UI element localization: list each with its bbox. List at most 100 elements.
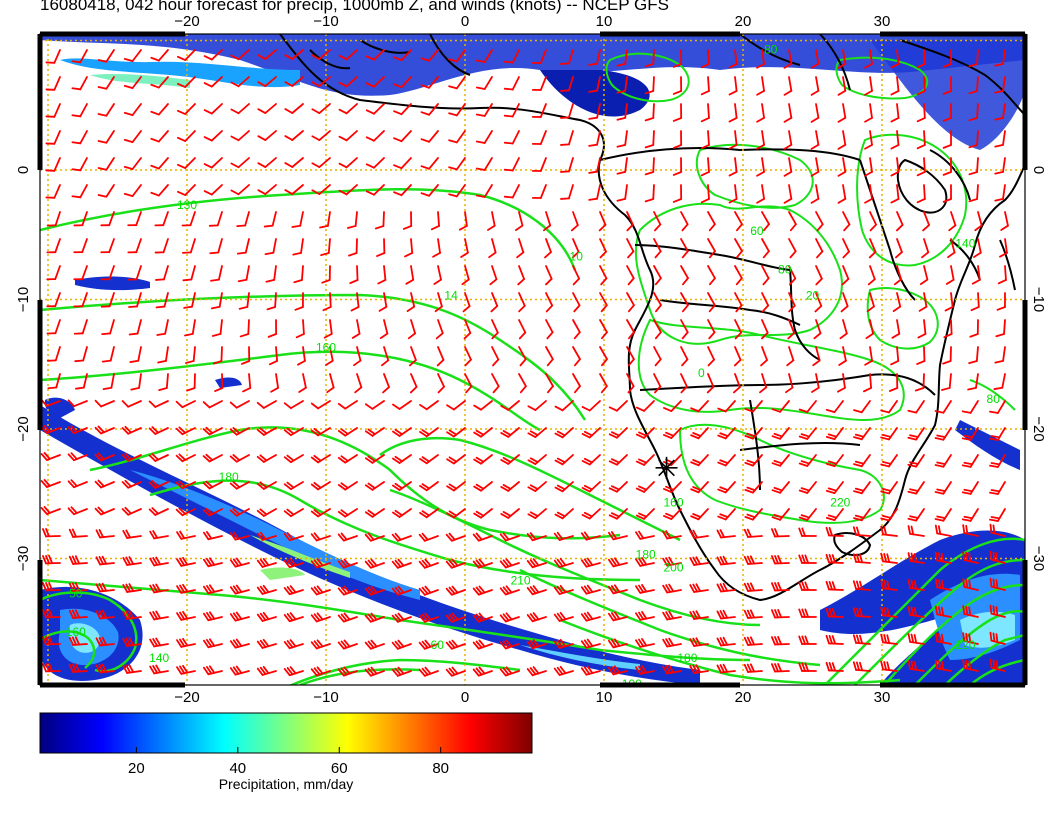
wind-barb [257,49,277,60]
wind-barb [771,528,790,538]
wind-barb [852,634,871,645]
wind-barb [156,319,169,336]
wind-barb [837,130,847,150]
wind-barb [47,373,61,390]
wind-barb [236,238,250,255]
wind-barb [732,373,741,394]
wind-barb [672,76,683,95]
wind-barb [123,157,142,171]
wind-barb [907,454,925,468]
wind-barb [322,292,332,312]
wind-barb [989,454,1006,468]
wind-barb [364,508,385,518]
wind-barb [616,157,628,175]
wind-barb [680,238,689,259]
wind-barb [812,346,821,367]
wind-barb [95,663,115,674]
wind-barb [919,265,929,286]
lon-tick-label-bottom: 30 [874,689,891,706]
wind-barb [446,400,466,411]
wind-barb [865,319,874,339]
wind-barb [175,426,196,436]
wind-barb [338,49,358,61]
wind-barb [598,211,607,232]
wind-barb [761,238,770,259]
wind-barb [743,582,763,592]
wind-barb [839,319,848,340]
wind-barb [472,612,493,623]
wind-barb [798,481,817,494]
wind-barb [771,508,790,521]
wind-barb [100,238,115,254]
wind-barb [734,292,743,313]
wind-barb [743,528,763,538]
wind-barb [672,130,683,149]
wind-barb [864,184,873,204]
lat-tick-label-right: −20 [1030,416,1047,441]
wind-barb [907,427,925,441]
wind-barb [571,238,580,259]
wind-barb [852,580,871,591]
wind-barb [968,346,979,365]
wind-barb [46,346,61,362]
wind-barb [123,103,142,117]
wind-barb [154,238,169,254]
wind-barb [365,184,385,196]
wind-barb [176,103,196,115]
wind-barb [962,578,979,591]
wind-barb [391,639,412,650]
wind-barb [635,665,655,675]
wind-barb [690,400,709,413]
contour-label: 50 [69,586,83,600]
wind-barb [825,607,844,618]
wind-barb [994,103,1006,121]
wind-barb [743,609,763,619]
wind-barb [771,400,790,413]
wind-barb [256,481,277,490]
wind-barb [181,238,196,254]
wind-barb [42,581,61,592]
wind-barb [531,103,547,118]
wind-barb [73,211,88,227]
wind-barb [419,400,439,411]
wind-barb [149,664,169,675]
wind-barb [203,130,223,142]
wind-barb [364,666,385,677]
colorbar-tick-label: 60 [331,760,348,777]
wind-barb [934,578,952,591]
wind-barb [256,665,277,676]
wind-barb [756,49,765,69]
wind-barb [728,130,738,150]
wind-barb [518,319,527,340]
wind-barb [580,584,601,595]
wind-barb [123,130,142,144]
contour-label: 220 [830,496,850,510]
wind-barb [499,585,520,596]
wind-barb [700,130,710,150]
wind-barb [229,427,250,436]
wind-barb [436,346,445,367]
wind-barb [783,76,793,96]
wind-barb [907,525,925,537]
wind-barb [890,130,900,150]
wind-barb [608,508,628,520]
wind-barb [916,346,926,365]
contour-label: 60 [750,224,764,238]
wind-barb [294,292,304,311]
lon-tick-label-bottom: 10 [596,689,613,706]
wind-barb [210,265,223,282]
wind-barb [608,454,628,466]
wind-barb [265,265,277,283]
wind-barb [616,130,628,148]
wind-barb [473,481,493,492]
wind-barb [810,130,820,150]
wind-barb [448,103,466,117]
wind-barb [663,481,682,493]
wind-barb [365,49,385,61]
wind-barb [445,532,466,542]
wind-barb [934,481,952,495]
wind-barb [365,103,385,115]
wind-barb [544,238,552,259]
wind-barb [787,319,796,340]
map-title: 16080418, 042 hour forecast for precip, … [40,0,669,14]
